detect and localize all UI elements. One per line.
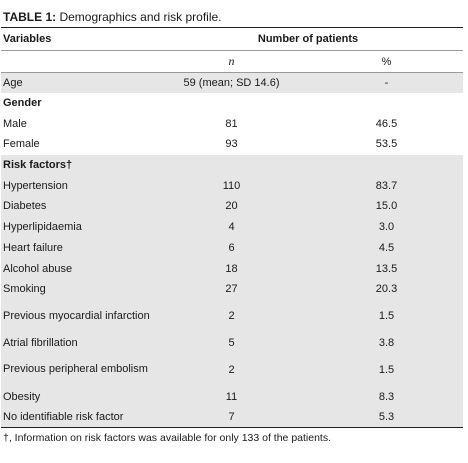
row-percent: -	[384, 76, 389, 89]
table-row: Hypertension 110 83.7	[1, 175, 463, 197]
row-label: No identifiable risk factor	[3, 410, 124, 423]
row-percent: 15.0	[375, 200, 398, 213]
row-percent: 1.5	[378, 363, 395, 376]
row-label: Female	[3, 138, 40, 151]
table-row: Smoking 27 20.3	[1, 278, 463, 300]
table-footnote: †, Information on risk factors was avail…	[3, 431, 332, 444]
row-label: Previous peripheral embolism	[3, 363, 148, 376]
row-percent: 83.7	[375, 179, 398, 192]
row-n: 7	[228, 410, 235, 423]
row-n: 4	[228, 221, 235, 234]
table-row: Heart failure 6 4.5	[1, 237, 463, 259]
table-row: Male 81 46.5	[1, 113, 463, 134]
row-n: 11	[225, 390, 238, 403]
table-row: Age 59 (mean; SD 14.6) -	[1, 72, 463, 93]
row-n: 6	[228, 241, 235, 254]
table-row: Hyperlipidaemia 4 3.0	[1, 216, 463, 238]
section-label: Risk factors†	[3, 159, 73, 172]
header-percent: %	[381, 55, 392, 68]
row-percent: 1.5	[378, 310, 395, 323]
row-n: 59 (mean; SD 14.6)	[183, 76, 280, 89]
header-n: n	[228, 54, 235, 68]
row-label: Hypertension	[3, 179, 68, 192]
section-label: Gender	[3, 97, 42, 110]
header-variables: Variables	[3, 33, 52, 45]
section-row-risk-factors: Risk factors†	[1, 154, 463, 176]
row-n: 18	[225, 262, 238, 275]
row-n: 20	[225, 200, 238, 213]
row-percent: 46.5	[375, 117, 398, 130]
header-number-of-patients: Number of patients	[257, 33, 359, 45]
row-percent: 3.8	[378, 336, 395, 349]
table-row: Alcohol abuse 18 13.5	[1, 258, 463, 279]
row-label: Heart failure	[3, 241, 63, 254]
table-row: Atrial fibrillation 5 3.8	[1, 332, 463, 354]
row-n: 2	[228, 310, 235, 323]
row-percent: 3.0	[378, 221, 395, 234]
row-n: 2	[228, 363, 235, 376]
table-row: Previous myocardial infarction 2 1.5	[1, 299, 463, 333]
header-row: Variables Number of patients	[1, 28, 463, 50]
row-percent: 53.5	[375, 138, 398, 151]
row-label: Diabetes	[3, 200, 47, 213]
table-row: Diabetes 20 15.0	[1, 196, 463, 217]
table-row: No identifiable risk factor 7 5.3	[1, 406, 463, 428]
table-caption: TABLE 1: Demographics and risk profile.	[1, 0, 463, 28]
row-percent: 20.3	[375, 283, 398, 296]
row-label: Smoking	[3, 283, 46, 296]
row-label: Atrial fibrillation	[3, 336, 78, 349]
row-percent: 8.3	[378, 390, 395, 403]
row-n: 81	[225, 117, 238, 130]
table-container: TABLE 1: Demographics and risk profile. …	[1, 0, 463, 444]
caption-text: Demographics and risk profile.	[56, 10, 222, 24]
row-n: 110	[222, 179, 241, 192]
row-label: Hyperlipidaemia	[3, 221, 82, 234]
row-label: Age	[3, 76, 23, 89]
table-row: Female 93 53.5	[1, 134, 463, 155]
row-label: Obesity	[3, 390, 41, 403]
caption-label: TABLE 1:	[3, 10, 57, 24]
row-n: 27	[225, 283, 238, 296]
subheader-row: n %	[1, 50, 463, 72]
table-row: Previous peripheral embolism 2 1.5	[1, 353, 463, 387]
row-percent: 5.3	[378, 410, 395, 423]
row-percent: 13.5	[375, 262, 398, 275]
row-n: 5	[228, 336, 235, 349]
row-label: Previous myocardial infarction	[3, 309, 150, 322]
section-row-gender: Gender	[1, 93, 463, 114]
row-n: 93	[225, 138, 238, 151]
row-label: Alcohol abuse	[3, 262, 73, 275]
row-percent: 4.5	[378, 241, 395, 254]
row-label: Male	[3, 117, 27, 130]
table-row: Obesity 11 8.3	[1, 386, 463, 407]
